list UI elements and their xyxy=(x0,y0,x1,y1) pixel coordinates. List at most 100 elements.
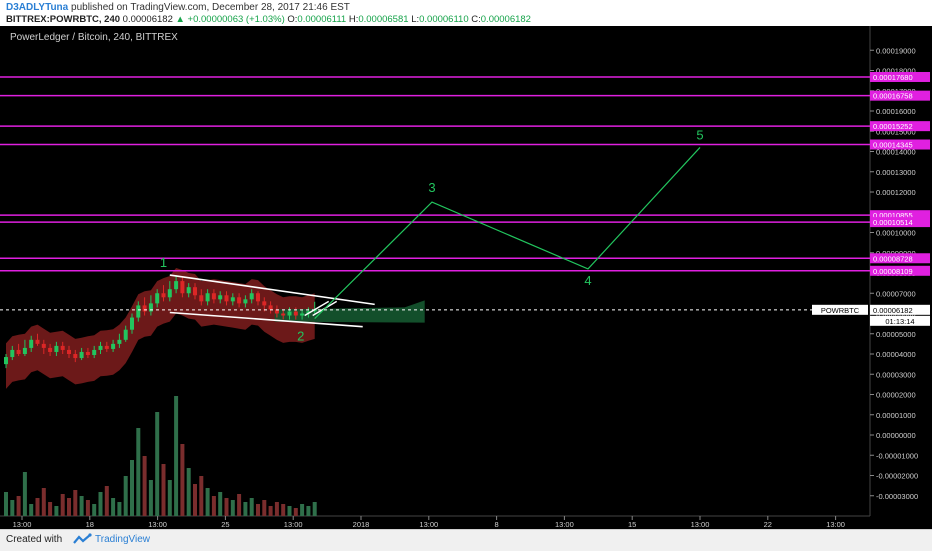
candle-body xyxy=(130,317,134,330)
published-text: published on TradingView.com, December 2… xyxy=(71,2,350,13)
symbol-tag-bg xyxy=(812,304,868,315)
volume-bar xyxy=(293,508,298,516)
candle-body xyxy=(142,305,147,312)
time-tick-label: 13:00 xyxy=(13,520,32,529)
created-with-text: Created with xyxy=(6,534,63,545)
level-label-bg xyxy=(870,217,930,228)
time-tick-label: 15 xyxy=(628,520,636,529)
level-label-bg xyxy=(870,265,930,276)
candle-body xyxy=(16,349,21,354)
footer: Created with TradingView xyxy=(0,529,932,551)
publish-line: D3ADLYTuna published on TradingView.com,… xyxy=(6,2,350,13)
price-tick-label: 0.00018000 xyxy=(876,67,916,76)
candle-body xyxy=(218,295,223,300)
volume-bar xyxy=(161,464,166,516)
time-tick-label: 13:00 xyxy=(419,520,438,529)
candle-body xyxy=(35,339,40,344)
volume-bar xyxy=(287,506,292,516)
breakout-arrow-line xyxy=(304,300,330,317)
time-tick-label: 8 xyxy=(495,520,499,529)
ichimoku-cloud-bullish xyxy=(274,300,425,323)
countdown-tag-bg xyxy=(870,315,930,326)
candle-body xyxy=(186,287,191,294)
volume-bar xyxy=(98,492,103,516)
candle-body xyxy=(193,287,197,296)
chart-header: D3ADLYTuna published on TradingView.com,… xyxy=(0,0,932,26)
candle-body xyxy=(148,303,153,312)
volume-bar xyxy=(29,504,34,516)
price-tick-label: 0.00007000 xyxy=(876,289,916,298)
volume-bar xyxy=(123,476,128,516)
price-tick-label: 0.00002000 xyxy=(876,391,916,400)
volume-bar xyxy=(218,492,223,516)
volume-bar xyxy=(48,502,53,516)
candle-body xyxy=(287,311,292,316)
chart-title: PowerLedger / Bitcoin, 240, BITTREX xyxy=(10,32,178,43)
open-label: O: xyxy=(287,14,298,25)
low-value: 0.00006110 xyxy=(419,14,469,25)
level-label: 0.00014345 xyxy=(873,141,913,150)
candle-body xyxy=(48,347,53,352)
price-tick-label: 0.00012000 xyxy=(876,188,916,197)
volume-bar xyxy=(249,498,254,516)
volume-bar xyxy=(16,496,21,516)
tradingview-brand-link[interactable]: TradingView xyxy=(95,534,151,545)
projection-path[interactable] xyxy=(314,147,701,319)
current-price-tag: 0.00006182 xyxy=(873,306,913,315)
time-tick-label: 18 xyxy=(86,520,94,529)
candle-body xyxy=(281,313,286,316)
volume-bar xyxy=(92,504,97,516)
volume-bar xyxy=(73,490,78,516)
volume-bar xyxy=(211,496,216,516)
time-tick-label: 25 xyxy=(221,520,229,529)
wave-label-3: 3 xyxy=(428,180,435,195)
volume-bar xyxy=(111,498,116,516)
wedge-lower-trendline[interactable] xyxy=(169,311,363,328)
volume-bar xyxy=(10,500,15,516)
volume-bar xyxy=(167,480,172,516)
price-chart[interactable]: PowerLedger / Bitcoin, 240, BITTREX 0.00… xyxy=(0,26,932,529)
volume-bar xyxy=(136,428,141,516)
price-tick-label: -0.00003000 xyxy=(876,492,918,501)
volume-bar xyxy=(262,500,267,516)
symbol-tag: POWRBTC xyxy=(821,306,860,315)
level-label-bg xyxy=(870,210,930,221)
candle-body xyxy=(306,311,311,314)
candle-body xyxy=(67,349,71,354)
price-tick-label: -0.00002000 xyxy=(876,472,918,481)
high-label: H: xyxy=(348,14,359,25)
level-label-bg xyxy=(870,253,930,264)
time-tick-label: 13:00 xyxy=(826,520,845,529)
candle-body xyxy=(243,299,248,304)
price-tick-label: 0.00009000 xyxy=(876,249,916,258)
price-tick-label: 0.00014000 xyxy=(876,148,916,157)
close-value: 0.00006182 xyxy=(480,14,531,25)
candle-body xyxy=(274,309,279,314)
ohlc-line: BITTREX:POWRBTC, 240 0.00006182 ▲ +0.000… xyxy=(6,14,531,25)
price-tick-label: 0.00013000 xyxy=(876,168,916,177)
candle-body xyxy=(54,345,59,352)
volume-bar xyxy=(85,500,90,516)
volume-bar xyxy=(237,494,242,516)
author-link[interactable]: D3ADLYTuna xyxy=(6,2,69,13)
price-tick-label: 0.00019000 xyxy=(876,46,916,55)
volume-bar xyxy=(230,500,235,516)
candle-body xyxy=(237,297,242,304)
volume-bar xyxy=(186,468,191,516)
time-tick-label: 13:00 xyxy=(148,520,167,529)
volume-bar xyxy=(60,494,65,516)
chart-area[interactable]: PowerLedger / Bitcoin, 240, BITTREX 0.00… xyxy=(0,26,932,529)
volume-bar xyxy=(4,492,8,516)
wave-label-4: 4 xyxy=(584,273,591,288)
level-label: 0.00017680 xyxy=(873,73,913,82)
price-tick-label: -0.00001000 xyxy=(876,451,918,460)
time-tick-label: 13:00 xyxy=(284,520,303,529)
candle-body xyxy=(293,311,298,316)
volume-bar xyxy=(274,502,279,516)
level-label-bg xyxy=(870,139,930,150)
wedge-upper-trendline[interactable] xyxy=(169,274,375,306)
wave-label-5: 5 xyxy=(696,127,703,142)
volume-bar xyxy=(174,396,179,516)
volume-bar xyxy=(41,488,46,516)
candle-body xyxy=(211,293,216,300)
